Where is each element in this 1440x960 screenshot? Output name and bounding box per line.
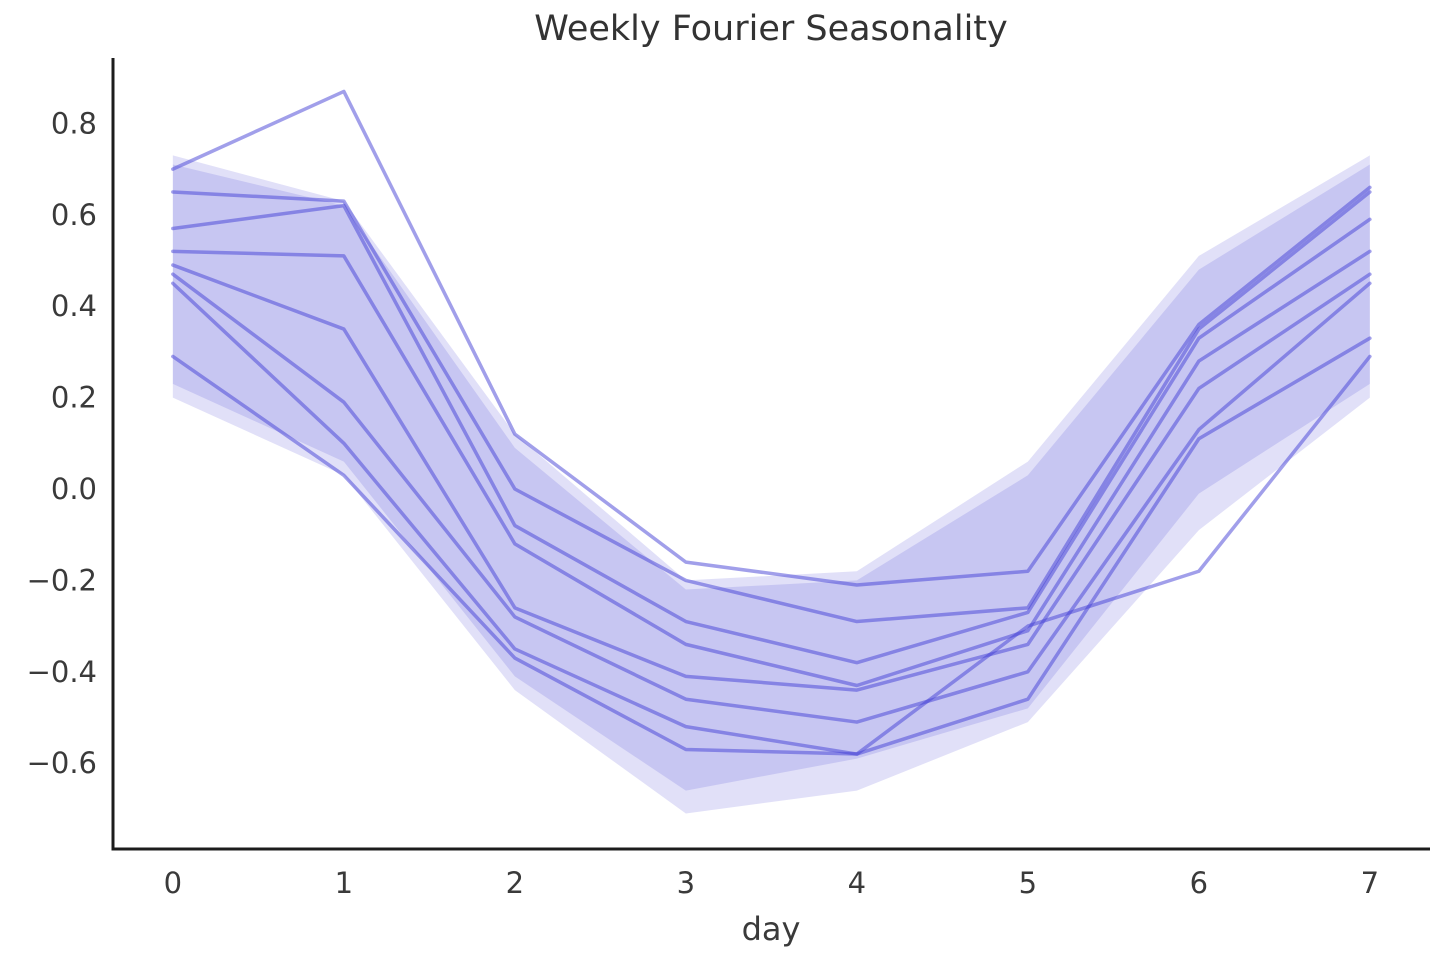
x-tick-label: 2 [506,866,524,900]
y-tick-labels: 0.8 0.6 0.4 0.2 0.0 −0.2 −0.4 −0.6 [27,106,97,780]
y-tick-label: 0.4 [51,289,97,323]
sample-4-line [171,249,1372,688]
x-tick-labels: 0 1 2 3 4 5 6 7 [164,866,1379,900]
y-tick-label: 0.2 [51,381,97,415]
y-tick-label: 0.8 [51,106,97,140]
chart-title: Weekly Fourier Seasonality [534,9,1007,49]
sample-1-line [171,89,1372,587]
x-tick-label: 3 [677,866,695,900]
x-tick-label: 4 [848,866,866,900]
sample-5-line [171,263,1372,692]
x-tick-label: 0 [164,866,182,900]
axes-spines [111,58,1430,851]
sample-6-line [171,272,1372,724]
y-tick-label: 0.0 [51,472,97,506]
x-tick-label: 6 [1190,866,1208,900]
y-tick-label: −0.4 [27,655,97,689]
sample-lines [171,89,1372,756]
sample-8-line [171,354,1372,756]
x-tick-label: 1 [335,866,353,900]
y-tick-label: −0.2 [27,563,97,597]
sample-2-line [171,190,1372,624]
sample-7-line [171,281,1372,756]
x-tick-label: 7 [1361,866,1379,900]
y-tick-label: −0.6 [27,746,97,780]
x-tick-label: 5 [1019,866,1037,900]
y-tick-label: 0.6 [51,198,97,232]
uncertainty-band-outer [172,155,1370,814]
sample-3-line [171,203,1372,665]
x-axis-label: day [742,910,801,948]
